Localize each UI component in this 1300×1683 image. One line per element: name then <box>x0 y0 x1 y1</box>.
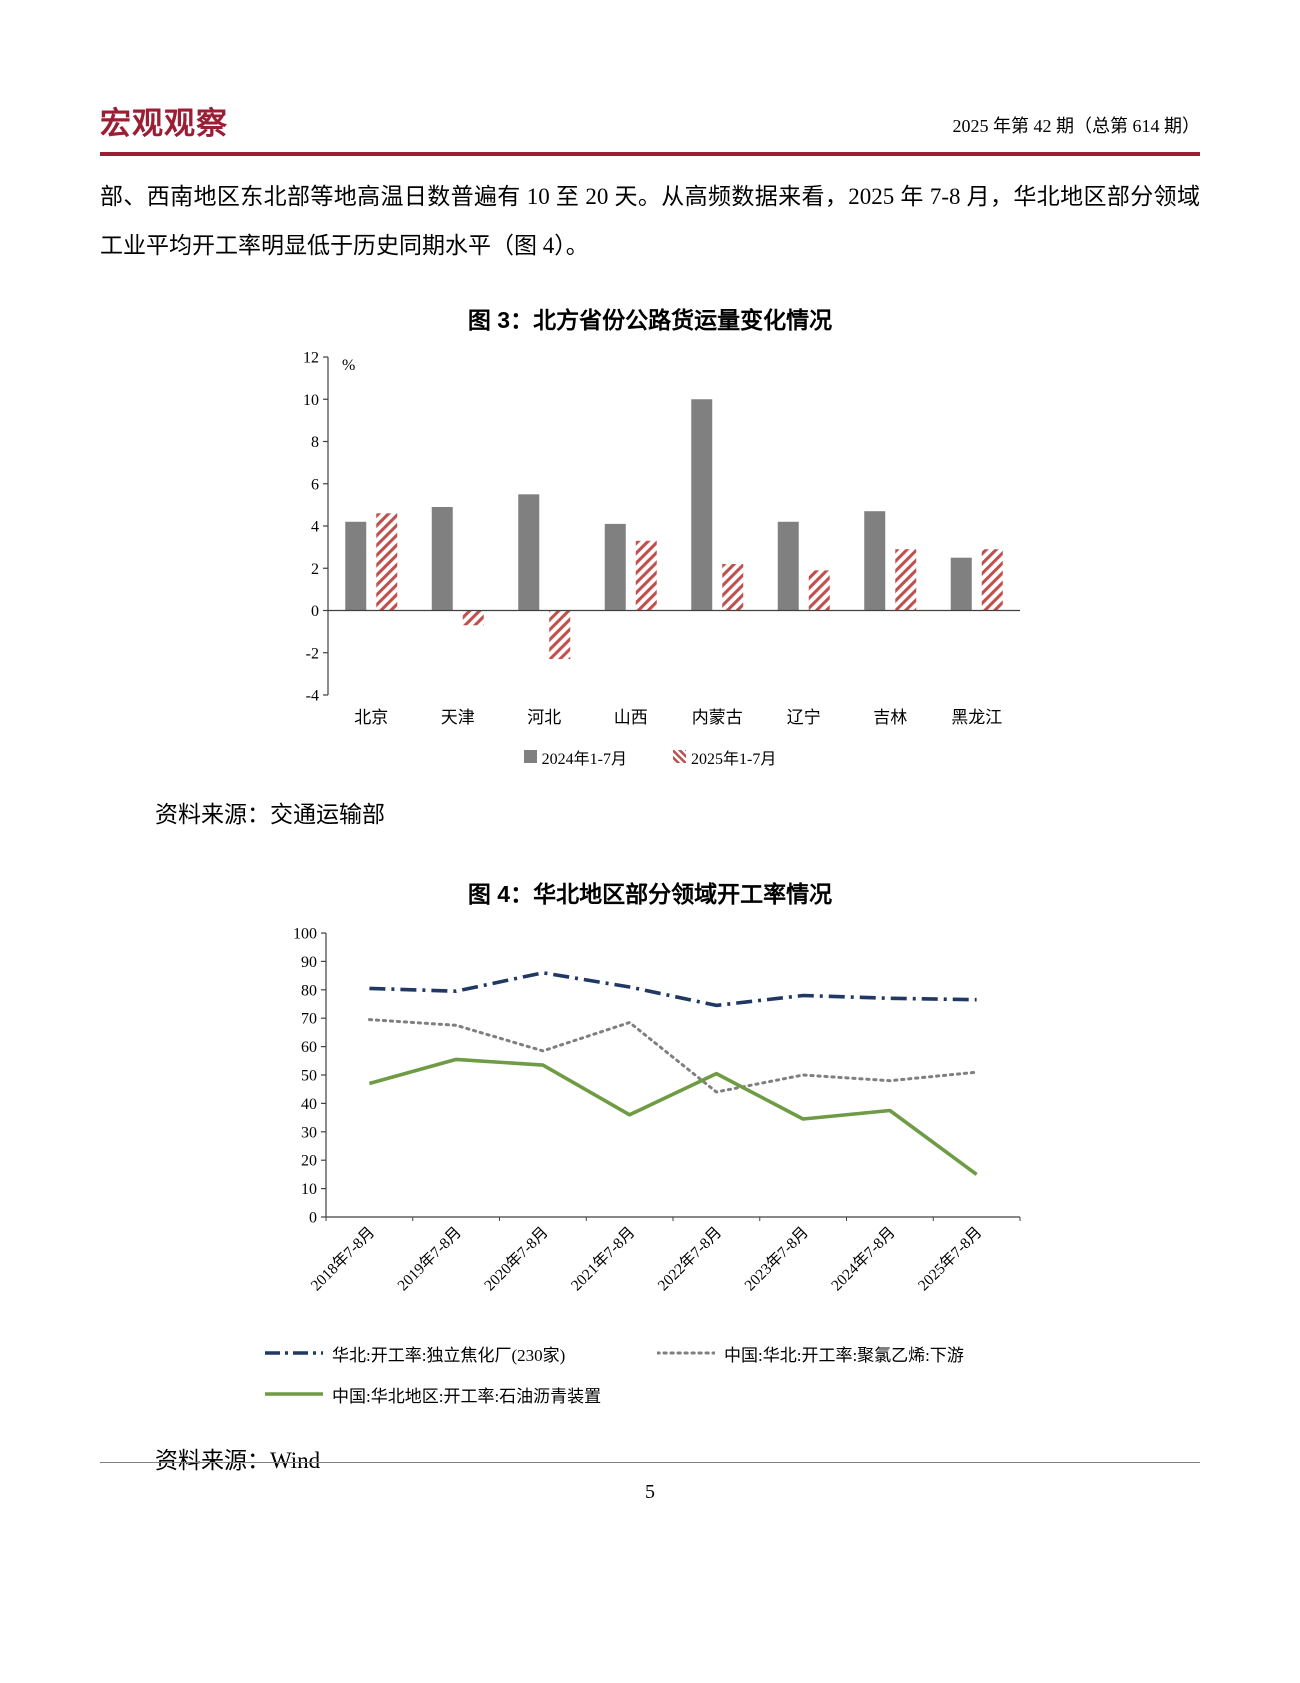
gray-dotted-line-sample-icon <box>657 1351 715 1355</box>
legend-label-2025: 2025年1-7月 <box>691 750 777 768</box>
category-label: 北京 <box>354 708 388 727</box>
legend-item-coking-plants: 华北:开工率:独立焦化厂(230家) <box>265 1341 657 1366</box>
category-label: 天津 <box>441 708 475 727</box>
y-tick-label: -4 <box>306 687 319 704</box>
bar-2025-hatched <box>462 610 484 626</box>
legend-label-pvc-downstream: 中国:华北:开工率:聚氯乙烯:下游 <box>724 1345 964 1365</box>
page-number: 5 <box>645 1481 655 1503</box>
bar-2025-hatched <box>549 610 571 659</box>
y-tick-label: 100 <box>293 925 317 942</box>
legend-label-asphalt-units: 中国:华北地区:开工率:石油沥青装置 <box>332 1386 602 1406</box>
bar-2024 <box>950 557 972 611</box>
x-category-label: 2024年7-8月 <box>828 1223 899 1294</box>
y-axis-unit-label: % <box>342 357 355 374</box>
figure3-chart-area: 北京 天津 河北 山西 内蒙古 辽宁 吉林 黑龙江 -4 -2 0 2 4 6 8 10 12% <box>270 343 1030 743</box>
bar-2025-hatched <box>808 570 830 611</box>
y-tick-label: 60 <box>301 1039 317 1056</box>
y-tick-label: 80 <box>301 982 317 999</box>
y-tick-label: 40 <box>301 1096 317 1113</box>
legend-label-coking-plants: 华北:开工率:独立焦化厂(230家) <box>332 1345 566 1365</box>
x-category-label: 2022年7-8月 <box>654 1223 725 1294</box>
y-tick-label: 10 <box>301 1181 317 1198</box>
figure4-legend-row-2: 中国:华北地区:开工率:石油沥青装置 <box>265 1382 1035 1407</box>
issue-info: 2025 年第 42 期（总第 614 期） <box>952 116 1201 136</box>
hatched-bar-swatch-icon <box>673 750 686 764</box>
y-tick-label: 6 <box>311 476 319 493</box>
y-tick-label: 8 <box>311 434 319 451</box>
x-category-label: 2020年7-8月 <box>481 1223 552 1294</box>
figure4-source: 资料来源：Wind <box>155 1447 321 1473</box>
bar-2024 <box>431 506 453 611</box>
y-tick-label: 20 <box>301 1153 317 1170</box>
bar-2025-hatched <box>981 549 1003 611</box>
navy-dashdot-line-sample-icon <box>265 1351 323 1356</box>
series-line <box>368 1057 978 1176</box>
figure4-legend-row-1: 华北:开工率:独立焦化厂(230家) 中国:华北:开工率:聚氯乙烯:下游 <box>265 1341 1035 1366</box>
footer-rule <box>100 1462 1200 1463</box>
gray-bar-swatch-icon <box>523 750 537 764</box>
bar-2025-hatched <box>376 513 398 611</box>
category-label: 内蒙古 <box>692 708 743 727</box>
y-tick-label: 10 <box>303 392 319 409</box>
y-tick-label: -2 <box>306 645 319 662</box>
legend-item-2024: 2024年1-7月 <box>523 745 627 769</box>
category-label: 辽宁 <box>787 708 821 727</box>
figure3-title: 图 3：北方省份公路货运量变化情况 <box>467 306 833 333</box>
bar-2025-hatched <box>722 563 744 611</box>
bar-2024 <box>777 521 799 611</box>
legend-item-asphalt-units: 中国:华北地区:开工率:石油沥青装置 <box>265 1382 657 1407</box>
y-tick-label: 30 <box>301 1124 317 1141</box>
y-tick-label: 2 <box>311 561 319 578</box>
report-page: 宏观观察 2025 年第 42 期（总第 614 期） 部、西南地区东北部等地高… <box>100 98 1200 1503</box>
figure3-legend: 2024年1-7月 2025年1-7月 <box>100 745 1200 769</box>
y-tick-label: 70 <box>301 1011 317 1028</box>
page-footer: 5 <box>100 1462 1200 1504</box>
x-category-label: 2025年7-8月 <box>914 1223 985 1294</box>
series-line <box>369 970 977 1008</box>
figure4-legend: 华北:开工率:独立焦化厂(230家) 中国:华北:开工率:聚氯乙烯:下游 中国:… <box>265 1341 1035 1407</box>
y-tick-label: 50 <box>301 1067 317 1084</box>
bar-2025-hatched <box>895 549 917 611</box>
bar-2024 <box>691 399 713 611</box>
green-solid-line-sample-icon <box>265 1392 323 1397</box>
legend-label-2024: 2024年1-7月 <box>541 750 627 768</box>
page-header: 宏观观察 2025 年第 42 期（总第 614 期） <box>100 98 1200 143</box>
category-label: 山西 <box>614 708 648 727</box>
category-label: 吉林 <box>873 708 907 727</box>
y-tick-label: 90 <box>301 954 317 971</box>
y-tick-label: 12 <box>303 349 319 366</box>
body-paragraph: 部、西南地区东北部等地高温日数普遍有 10 至 20 天。从高频数据来看，202… <box>100 184 1200 259</box>
category-label: 黑龙江 <box>951 708 1002 727</box>
x-category-label: 2021年7-8月 <box>567 1223 638 1294</box>
bar-2024 <box>345 521 367 611</box>
y-tick-label: 0 <box>309 1209 317 1226</box>
figure4-line-chart: 0 10 20 30 40 50 60 70 80 90 100 2018年7-8月 2019年7-8月… <box>293 925 1021 1294</box>
figure3-source: 资料来源：交通运输部 <box>155 801 385 827</box>
category-label: 河北 <box>527 708 561 727</box>
bar-2024 <box>604 523 626 611</box>
bar-2025-hatched <box>635 540 657 611</box>
figure4-title: 图 4：华北地区部分领域开工率情况 <box>467 880 833 907</box>
x-category-label: 2023年7-8月 <box>741 1223 812 1294</box>
figure4-chart-area: 0 10 20 30 40 50 60 70 80 90 100 2018年7-8月 2019年7-8月… <box>270 917 1030 1321</box>
report-brand: 宏观观察 <box>100 106 228 141</box>
header-rule <box>100 152 1200 156</box>
legend-item-2025: 2025年1-7月 <box>673 745 776 769</box>
bar-2024 <box>864 511 886 611</box>
x-category-label: 2019年7-8月 <box>394 1223 465 1294</box>
legend-item-pvc-downstream: 中国:华北:开工率:聚氯乙烯:下游 <box>657 1341 964 1366</box>
figure3-bar-chart: 北京 天津 河北 山西 内蒙古 辽宁 吉林 黑龙江 -4 -2 0 2 4 6 8 10 12% <box>303 349 1020 727</box>
series-line <box>367 1017 979 1094</box>
bar-2024 <box>518 494 540 611</box>
y-tick-label: 0 <box>311 603 319 620</box>
y-tick-label: 4 <box>311 518 319 535</box>
x-category-label: 2018年7-8月 <box>307 1223 378 1294</box>
